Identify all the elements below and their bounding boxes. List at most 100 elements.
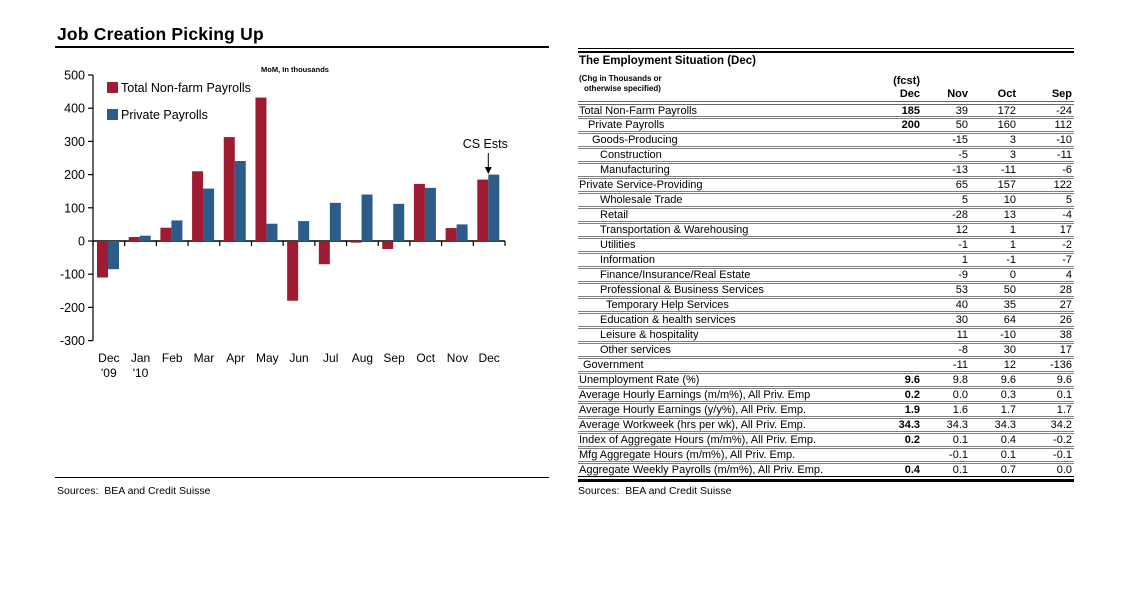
row-label: Finance/Insurance/Real Estate xyxy=(600,269,751,281)
y-tick-label: -100 xyxy=(60,268,85,282)
chart-bottom-rule xyxy=(55,477,549,478)
bar-total xyxy=(445,228,457,241)
value-nov: 39 xyxy=(955,105,968,117)
bar-private xyxy=(361,194,373,241)
value-dec: 185 xyxy=(901,105,920,117)
bar-total xyxy=(223,137,235,241)
value-oct: 12 xyxy=(1003,359,1016,371)
bar-total xyxy=(350,241,362,243)
value-dec: 34.3 xyxy=(898,419,920,431)
value-oct: 3 xyxy=(1009,134,1016,146)
row-label: Other services xyxy=(600,344,671,356)
bar-private xyxy=(329,202,341,241)
value-nov: 0.1 xyxy=(952,434,968,446)
table-row: Government -11 12 -136 xyxy=(578,356,1074,371)
y-tick-label: 100 xyxy=(64,201,85,215)
value-sep: -4 xyxy=(1062,209,1072,221)
bar-total xyxy=(318,241,330,265)
value-sep: 0.1 xyxy=(1056,389,1072,401)
table-header-row: (Chg in Thousands or otherwise specified… xyxy=(578,71,1074,101)
bar-total xyxy=(160,227,172,241)
bar-private xyxy=(203,188,215,241)
table-row: Transportation & Warehousing 12 1 17 xyxy=(578,221,1074,236)
value-nov: -11 xyxy=(952,359,968,371)
value-sep: -24 xyxy=(1056,105,1072,117)
value-dec xyxy=(873,149,921,161)
y-tick-label: -300 xyxy=(60,334,85,348)
row-label: Wholesale Trade xyxy=(600,194,683,206)
table-row: Total Non-Farm Payrolls 185 39 172 -24 xyxy=(578,101,1074,117)
value-dec xyxy=(873,134,921,146)
value-nov: 5 xyxy=(961,194,968,206)
row-label: Private Service-Providing xyxy=(579,179,703,191)
x-label: May xyxy=(256,351,279,365)
value-nov: 50 xyxy=(955,119,968,131)
value-oct: -10 xyxy=(1000,329,1016,341)
y-tick-label: 500 xyxy=(64,69,85,83)
bar-total xyxy=(97,241,108,278)
value-oct: -1 xyxy=(1006,254,1016,266)
value-oct: 1 xyxy=(1009,224,1016,236)
row-label: Education & health services xyxy=(600,314,736,326)
sources-left: Sources: BEA and Credit Suisse xyxy=(57,485,211,497)
value-nov: 34.3 xyxy=(946,419,968,431)
table-row: Unemployment Rate (%) 9.6 9.8 9.6 9.6 xyxy=(578,371,1074,386)
bar-private xyxy=(424,187,436,241)
row-label: Temporary Help Services xyxy=(606,299,729,311)
table-row: Manufacturing -13 -11 -6 xyxy=(578,161,1074,176)
value-dec xyxy=(873,254,921,266)
row-label: Manufacturing xyxy=(600,164,670,176)
x-label: Aug xyxy=(352,351,373,365)
value-dec xyxy=(873,344,921,356)
value-oct: 50 xyxy=(1003,284,1016,296)
bar-private xyxy=(298,221,310,241)
legend-label: Private Payrolls xyxy=(121,108,208,122)
table-row: Construction -5 3 -11 xyxy=(578,146,1074,161)
bar-private xyxy=(266,223,278,241)
table-title: The Employment Situation (Dec) xyxy=(579,55,756,67)
value-dec xyxy=(873,284,921,296)
row-label: Professional & Business Services xyxy=(600,284,764,296)
x-label: Dec xyxy=(98,351,119,365)
x-label: Nov xyxy=(447,351,468,365)
chart-title: MoM, In thousands xyxy=(261,65,329,74)
x-label: Jul xyxy=(323,351,338,365)
bar-total xyxy=(192,171,204,241)
table-top-rule xyxy=(578,48,1074,53)
value-dec xyxy=(873,359,921,371)
value-oct: 9.6 xyxy=(1000,374,1016,386)
table-row: Retail -28 13 -4 xyxy=(578,206,1074,221)
value-sep: -136 xyxy=(1049,359,1072,371)
value-sep: 28 xyxy=(1059,284,1072,296)
legend-label: Total Non-farm Payrolls xyxy=(121,81,251,95)
table-row: Private Service-Providing 65 157 122 xyxy=(578,176,1074,191)
row-label: Information xyxy=(600,254,656,266)
value-nov: 1.6 xyxy=(952,404,968,416)
legend-swatch xyxy=(107,82,118,93)
value-dec: 0.2 xyxy=(904,434,920,446)
y-tick-label: 300 xyxy=(64,135,85,149)
x-label: Oct xyxy=(416,351,435,365)
value-oct: 10 xyxy=(1003,194,1016,206)
value-sep: 26 xyxy=(1059,314,1072,326)
table-body: Total Non-Farm Payrolls 185 39 172 -24 Privat… xyxy=(578,101,1074,476)
table-subtitle: (Chg in Thousands or otherwise specified… xyxy=(579,74,662,93)
col-header-nov: Nov xyxy=(947,88,968,100)
value-oct: 64 xyxy=(1003,314,1016,326)
table-row: Information 1 -1 -7 xyxy=(578,251,1074,266)
col-header-oct: Oct xyxy=(997,88,1016,100)
x-year-label: '09 xyxy=(101,366,117,380)
row-label: Unemployment Rate (%) xyxy=(579,374,700,386)
value-sep: 122 xyxy=(1053,179,1072,191)
value-sep: 17 xyxy=(1059,344,1072,356)
value-oct: 0.4 xyxy=(1000,434,1016,446)
table-row: Aggregate Weekly Payrolls (m/m%), All Pr… xyxy=(578,461,1074,476)
value-dec xyxy=(873,224,921,236)
value-oct: -11 xyxy=(1000,164,1016,176)
value-sep: -0.2 xyxy=(1053,434,1072,446)
value-nov: -1 xyxy=(958,239,968,251)
value-oct: 1.7 xyxy=(1000,404,1016,416)
row-label: Transportation & Warehousing xyxy=(600,224,749,236)
table-row: Finance/Insurance/Real Estate -9 0 4 xyxy=(578,266,1074,281)
value-nov: 65 xyxy=(955,179,968,191)
